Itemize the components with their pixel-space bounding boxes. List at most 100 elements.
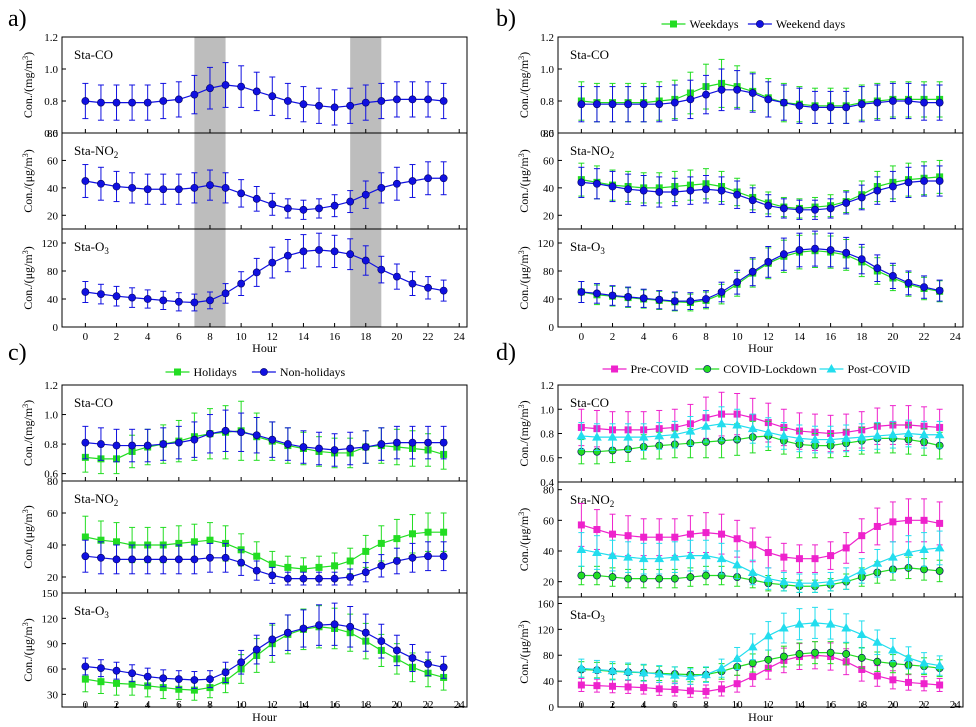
data-point xyxy=(299,205,308,214)
x-tick-label: 22 xyxy=(919,331,930,343)
data-point xyxy=(346,101,355,110)
data-point xyxy=(826,204,835,213)
data-point xyxy=(346,622,355,631)
data-point xyxy=(377,183,386,192)
x-tick-label: 0 xyxy=(579,331,585,343)
data-point xyxy=(686,573,695,581)
data-point xyxy=(113,538,121,546)
data-point xyxy=(934,429,945,439)
data-point xyxy=(686,687,694,695)
data-point xyxy=(640,684,648,692)
data-point xyxy=(919,429,929,439)
series-line xyxy=(581,652,940,676)
y-tick-label: 1.2 xyxy=(540,32,554,44)
y-axis-label: Con./(mg/m3) xyxy=(517,400,531,466)
data-point xyxy=(764,549,772,557)
data-point xyxy=(842,544,850,552)
data-point xyxy=(424,528,432,536)
data-point xyxy=(934,660,945,670)
data-point xyxy=(670,188,679,196)
data-point xyxy=(670,574,679,583)
data-point xyxy=(252,431,261,440)
series-line xyxy=(85,626,444,691)
data-point xyxy=(268,435,277,444)
series-Holidays xyxy=(81,605,448,701)
y-tick-label: 0.6 xyxy=(44,128,58,140)
series-line xyxy=(85,430,444,451)
data-point xyxy=(97,179,105,188)
data-point xyxy=(221,553,230,562)
data-point xyxy=(283,97,292,105)
data-point xyxy=(81,552,90,561)
data-point xyxy=(624,100,632,109)
data-point xyxy=(764,257,773,266)
data-point xyxy=(361,98,370,107)
data-point xyxy=(268,258,277,267)
data-point xyxy=(889,182,897,191)
series-line xyxy=(581,89,940,109)
data-point xyxy=(810,617,820,627)
y-tick-label: 80 xyxy=(543,128,555,140)
data-point xyxy=(779,250,788,259)
data-point xyxy=(237,658,246,667)
y-tick-label: 120 xyxy=(42,238,59,250)
data-point xyxy=(174,185,183,194)
data-point xyxy=(639,294,648,303)
data-point xyxy=(252,645,261,654)
data-point xyxy=(748,659,757,667)
data-point xyxy=(748,267,757,276)
data-point xyxy=(873,672,881,680)
data-point xyxy=(439,438,448,447)
data-point xyxy=(904,178,913,187)
y-tick-label: 60 xyxy=(543,515,555,527)
data-point xyxy=(206,536,214,544)
data-point xyxy=(857,255,866,263)
data-point xyxy=(779,652,788,661)
data-point xyxy=(143,185,152,194)
data-point xyxy=(670,98,679,107)
data-point xyxy=(190,538,198,546)
subplot-Sta-O3: 0 40 80 120 Con./(μg/m3) Sta-O3 xyxy=(517,228,964,334)
x-tick-label: 10 xyxy=(732,699,744,711)
x-tick-label: 16 xyxy=(825,699,837,711)
data-point xyxy=(97,440,105,448)
data-point xyxy=(424,552,432,561)
data-point xyxy=(639,574,648,583)
data-point xyxy=(190,555,199,564)
data-point xyxy=(841,433,852,442)
x-tick-label: 14 xyxy=(298,699,310,711)
data-point xyxy=(593,179,601,188)
data-point xyxy=(764,95,773,104)
y-tick-label: 0.6 xyxy=(44,469,58,481)
data-point xyxy=(128,669,136,678)
data-point xyxy=(794,578,805,587)
legend-label: COVID-Lockdown xyxy=(723,362,816,376)
data-point xyxy=(810,578,820,587)
series-Post-COVID xyxy=(576,406,945,454)
data-point xyxy=(671,533,679,541)
data-point xyxy=(732,653,742,662)
data-point xyxy=(655,574,664,583)
data-point xyxy=(190,183,199,192)
data-point xyxy=(624,532,632,540)
data-point xyxy=(299,624,308,633)
x-tick-label: 24 xyxy=(454,331,466,343)
series-Post-COVID xyxy=(576,606,945,685)
data-point xyxy=(221,426,230,435)
data-point xyxy=(811,555,819,563)
series-line xyxy=(581,82,940,107)
data-point xyxy=(919,544,929,553)
data-point xyxy=(393,95,401,104)
plot-frame xyxy=(61,592,468,708)
data-point xyxy=(174,675,183,684)
data-point xyxy=(112,182,121,191)
plot-frame xyxy=(61,480,468,594)
data-point xyxy=(873,186,882,195)
series-line xyxy=(581,567,940,587)
data-point xyxy=(330,201,339,210)
y-tick-label: 1.0 xyxy=(540,404,554,416)
data-point xyxy=(206,429,214,438)
plot-frame xyxy=(61,132,468,230)
subplot-label: Sta-CO xyxy=(74,47,113,62)
data-point xyxy=(608,573,617,581)
